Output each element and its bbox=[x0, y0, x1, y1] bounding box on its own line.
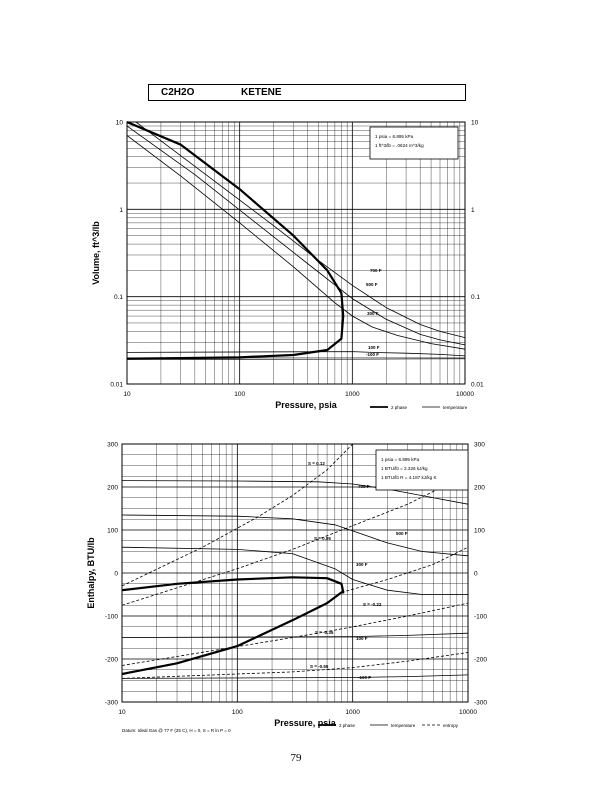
info-box-line: 1 psia = 6.895 kPa bbox=[375, 134, 414, 139]
x-tick-label: 10000 bbox=[456, 391, 474, 398]
curve-label: 700 F bbox=[358, 484, 370, 489]
curve-label: S = -0.55 bbox=[310, 664, 329, 669]
curve-label: -100 F bbox=[366, 352, 379, 357]
series-300-f-line bbox=[126, 135, 466, 350]
curve-label: 500 F bbox=[396, 531, 408, 536]
x-tick-label: 100 bbox=[234, 391, 245, 398]
y-tick-label-left: 1 bbox=[119, 207, 123, 214]
curve-label: 300 F bbox=[356, 562, 368, 567]
y-tick-label-left: 0.1 bbox=[114, 294, 123, 301]
y-tick-label-left: -200 bbox=[105, 657, 118, 664]
x-tick-label: 10 bbox=[118, 709, 126, 716]
curve-label: S = 0.12 bbox=[308, 461, 325, 466]
y-tick-label-left: 0.01 bbox=[110, 382, 123, 389]
compound-formula: C2H2O bbox=[161, 87, 195, 98]
compound-name: KETENE bbox=[241, 87, 282, 98]
y-tick-label-right: 0.01 bbox=[471, 382, 484, 389]
series-500-f-line bbox=[126, 125, 466, 346]
y-tick-label-right: -200 bbox=[474, 657, 487, 664]
legend-label: 2 phase bbox=[391, 405, 408, 410]
y-axis-title: Enthalpy, BTU/lb bbox=[86, 537, 96, 609]
x-tick-label: 1000 bbox=[345, 391, 360, 398]
x-tick-label: 10 bbox=[123, 391, 131, 398]
curve-label: 500 F bbox=[366, 282, 378, 287]
curve-label: 100 F bbox=[356, 636, 368, 641]
series-700-f-line bbox=[135, 121, 466, 338]
series-s-0-12-line bbox=[121, 443, 353, 587]
x-tick-label: 10000 bbox=[459, 709, 477, 716]
y-axis-title: Volume, ft^3/lb bbox=[91, 221, 101, 285]
curve-label: -100 F bbox=[358, 675, 371, 680]
series-s-0-22-line bbox=[341, 546, 469, 593]
series-100-f-line bbox=[126, 358, 466, 360]
curve-label: 700 F bbox=[370, 268, 382, 273]
legend-label: temperature bbox=[443, 405, 468, 410]
y-tick-label-right: 0.1 bbox=[471, 294, 480, 301]
series-100-f-line bbox=[121, 632, 469, 638]
series-2-phase-line bbox=[126, 120, 345, 360]
legend-label: 2 phase bbox=[339, 723, 356, 728]
curve-label: 100 F bbox=[368, 345, 380, 350]
series-s-0-05-line bbox=[121, 473, 469, 606]
curve-label: S = -0.35 bbox=[315, 630, 334, 635]
y-tick-label-right: 200 bbox=[474, 485, 485, 492]
legend-label: entropy bbox=[443, 723, 459, 728]
y-tick-label-right: 300 bbox=[474, 442, 485, 449]
plot-frame bbox=[126, 121, 466, 385]
y-tick-label-right: 0 bbox=[474, 571, 478, 578]
x-axis-title: Pressure, psia bbox=[275, 400, 338, 410]
y-tick-label-right: 10 bbox=[471, 120, 479, 127]
x-tick-label: 1000 bbox=[345, 709, 360, 716]
y-tick-label-left: -100 bbox=[105, 614, 118, 621]
series-s-0-35-line bbox=[121, 602, 469, 666]
series-700-f-line bbox=[121, 480, 469, 505]
y-tick-label-left: 10 bbox=[116, 120, 124, 127]
info-box-line: 1 BTU/lb R = 4.187 kJ/kg K bbox=[381, 475, 437, 480]
series-500-f-line bbox=[121, 514, 469, 557]
x-axis-title: Pressure, psia bbox=[274, 718, 337, 728]
chart-title-box: C2H2O KETENE bbox=[148, 84, 466, 101]
y-tick-label-right: 100 bbox=[474, 528, 485, 535]
curve-label: S = -0.22 bbox=[363, 602, 382, 607]
info-box bbox=[375, 449, 469, 491]
curve-label: S = 0.05 bbox=[314, 536, 331, 541]
series-100-f-line bbox=[121, 674, 469, 679]
y-tick-label-left: 200 bbox=[107, 485, 118, 492]
series-300-f-line bbox=[121, 546, 468, 595]
series-2-phase-line bbox=[121, 576, 345, 676]
info-box-line: 1 BTU/lb = 2.326 kJ/kg bbox=[381, 466, 428, 471]
x-tick-label: 100 bbox=[232, 709, 243, 716]
chart-footnote: Datum: Ideal Gas @ 77 F (25 C), H = 0, S… bbox=[122, 728, 231, 733]
info-box-line: 1 ft^3/lb = .0624 m^3/kg bbox=[375, 143, 424, 148]
y-tick-label-left: 0 bbox=[114, 571, 118, 578]
page-number: 79 bbox=[290, 752, 302, 764]
y-tick-label-right: 1 bbox=[471, 207, 475, 214]
info-box bbox=[369, 126, 459, 160]
y-tick-label-left: 300 bbox=[107, 442, 118, 449]
legend-label: temperature bbox=[391, 723, 416, 728]
y-tick-label-right: -100 bbox=[474, 614, 487, 621]
series-s-0-55-line bbox=[121, 652, 469, 679]
y-tick-label-left: -300 bbox=[105, 700, 118, 707]
curve-label: 300 F bbox=[367, 311, 379, 316]
plot-frame bbox=[121, 443, 469, 703]
y-tick-label-left: 100 bbox=[107, 528, 118, 535]
y-tick-label-right: -300 bbox=[474, 700, 487, 707]
info-box-line: 1 psia = 6.895 kPa bbox=[381, 457, 420, 462]
series-100-f-line bbox=[126, 351, 466, 357]
